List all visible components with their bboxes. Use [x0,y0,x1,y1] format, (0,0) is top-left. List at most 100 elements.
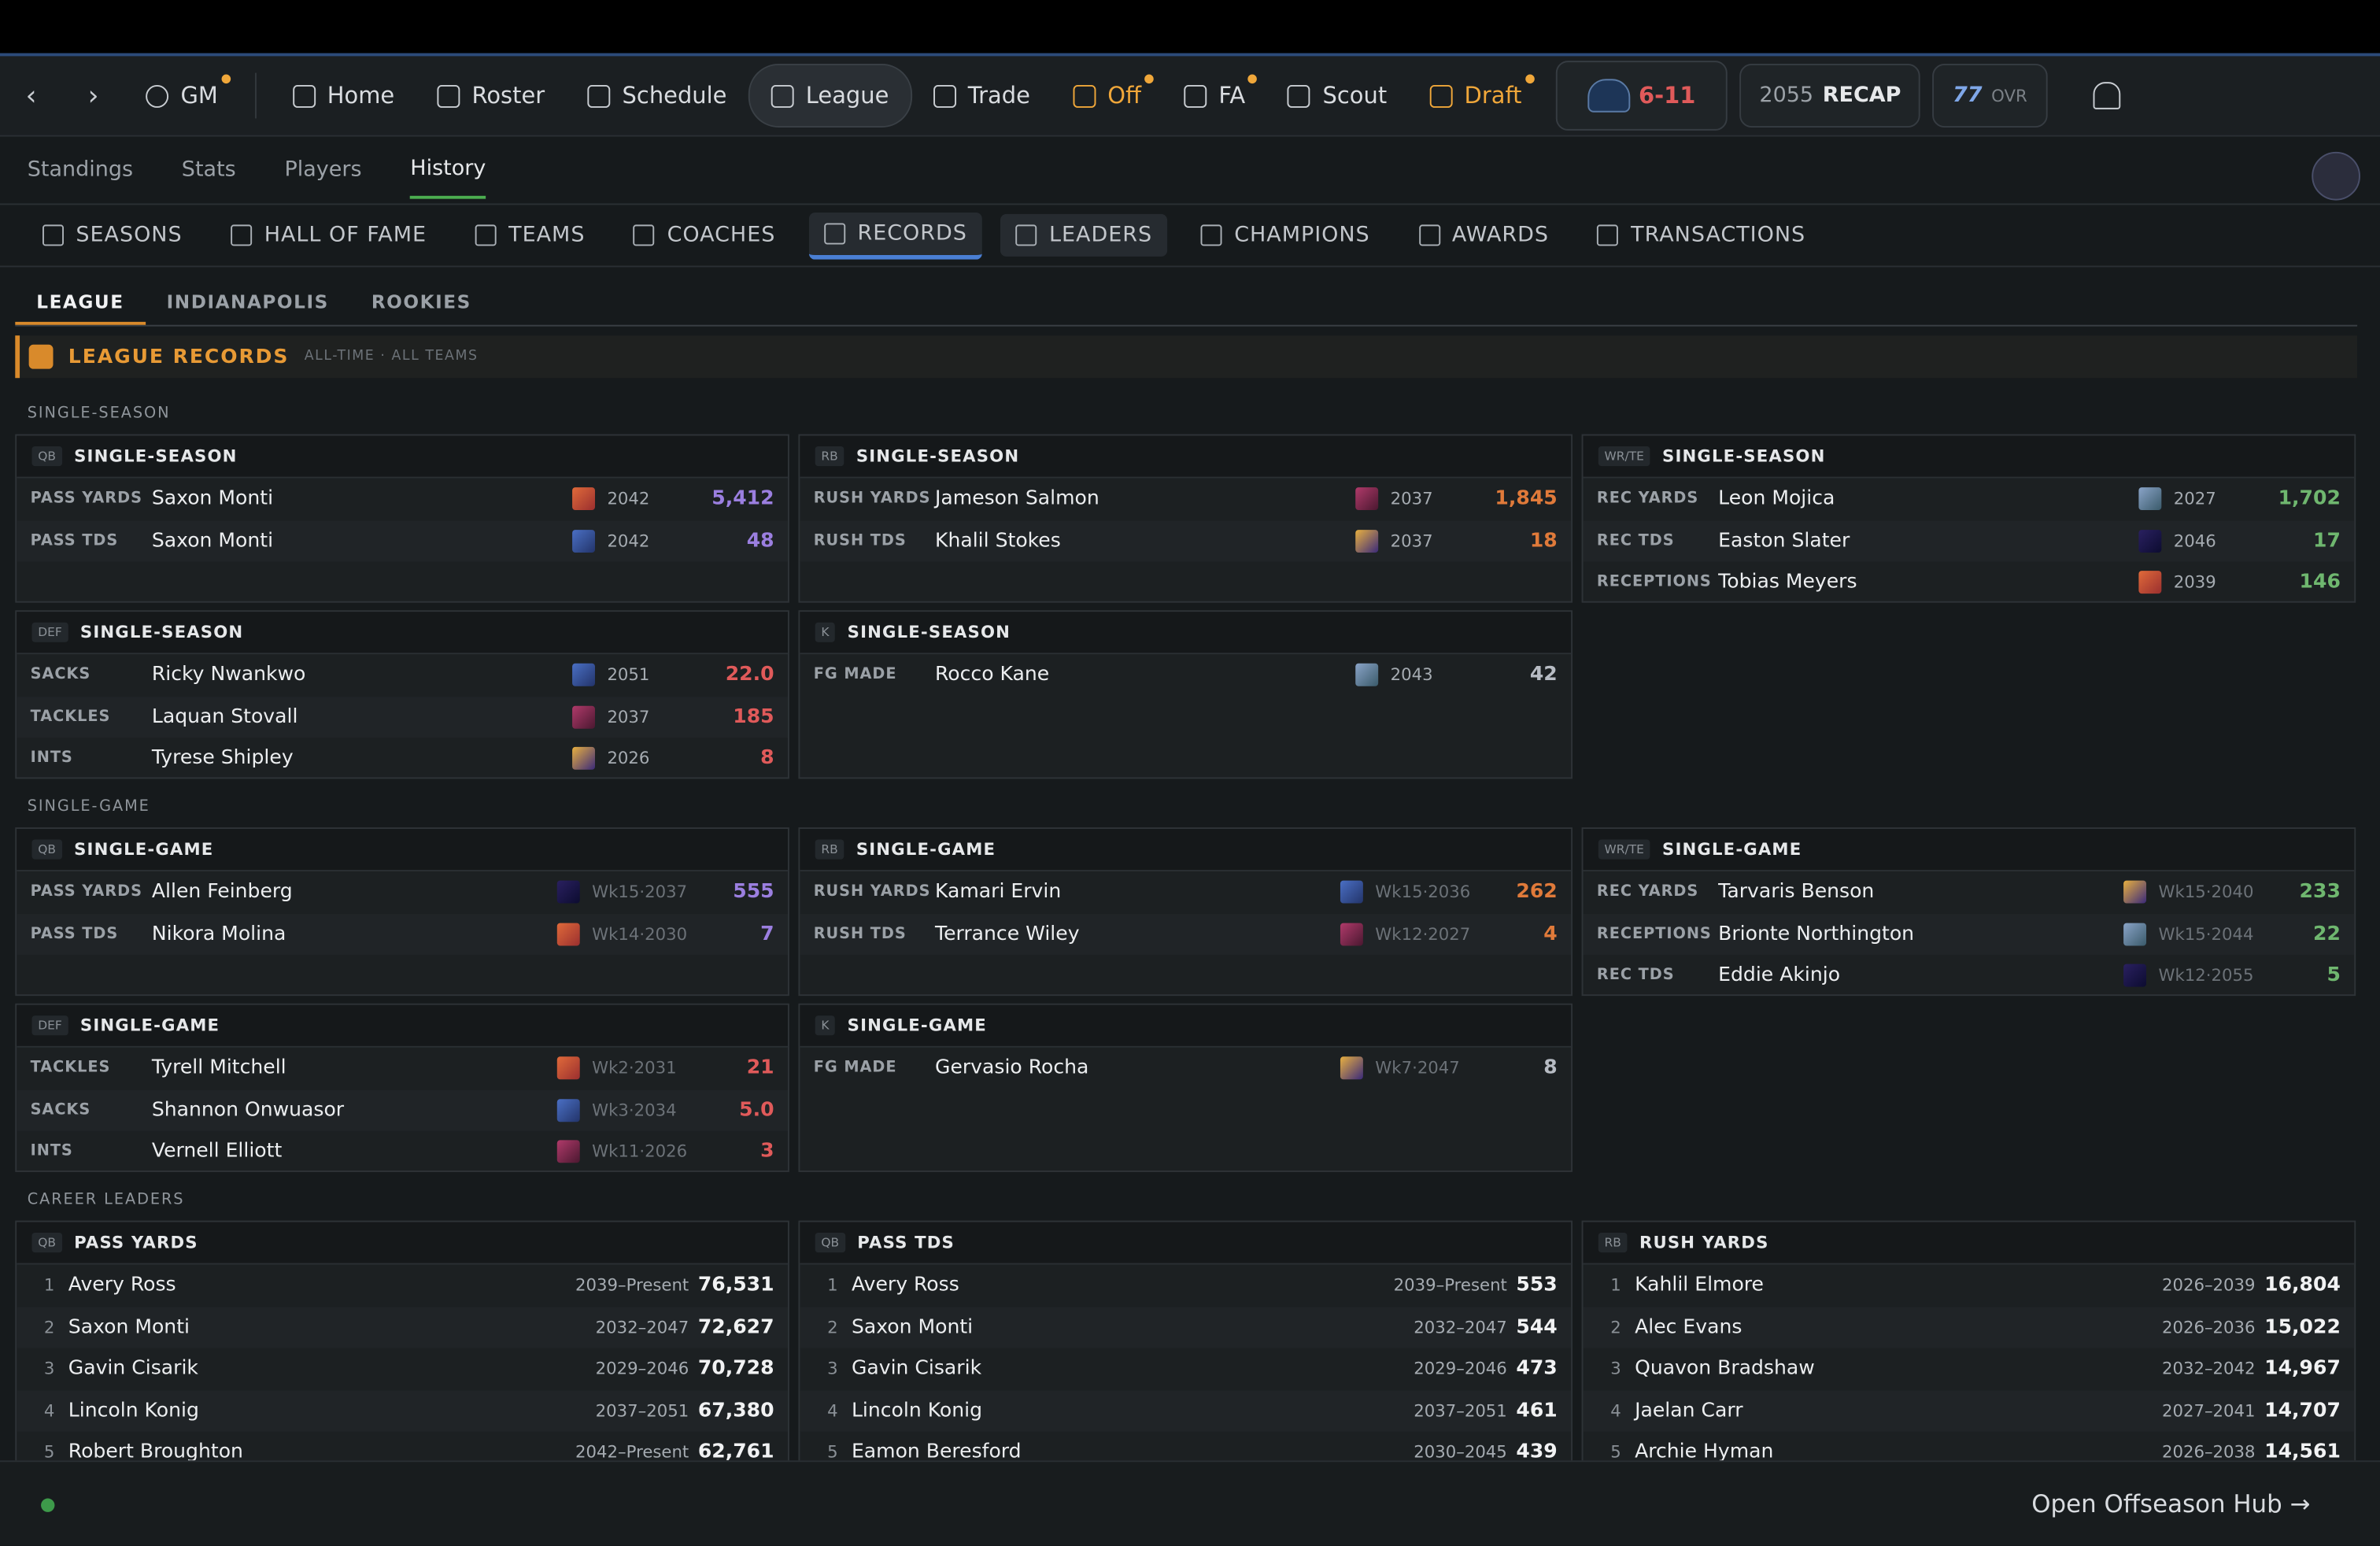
record-row[interactable]: RECEPTIONS Brionte Northington Wk15·2044 22 [1583,913,2355,956]
rank: 1 [43,1275,55,1296]
card-header: WR/TE SINGLE-SEASON [1583,435,2355,479]
nav-item[interactable]: Off [1051,65,1162,126]
record-row[interactable]: RUSH TDS Terrance Wiley Wk12·2027 4 [800,913,1572,956]
history-tab[interactable]: AWARDS [1403,214,1564,257]
history-tab[interactable]: LEADERS [1000,213,1168,257]
leader-row[interactable]: 2 Alec Evans 2026–2036 15,022 [1583,1306,2355,1348]
leader-row[interactable]: 4 Lincoln Konig 2037–2051 67,380 [17,1389,788,1432]
leader-row[interactable]: 5 Robert Broughton 2042–Present 62,761 [17,1432,788,1461]
leader-row[interactable]: 5 Eamon Beresford 2030–2045 439 [800,1432,1571,1461]
card-header: DEF SINGLE-SEASON [17,612,788,655]
scope-tab[interactable]: INDIANAPOLIS [166,291,329,313]
nav-item[interactable]: FA [1162,65,1266,126]
value: 67,380 [697,1399,774,1422]
nav-item[interactable]: Schedule [566,65,748,126]
leader-row[interactable]: 1 Avery Ross 2039–Present 553 [800,1265,1571,1307]
sub-tab[interactable]: Stats [181,157,236,183]
stat: RECEPTIONS [1596,925,1712,943]
player: Easton Slater [1718,529,1850,553]
nav-item[interactable]: League [748,64,912,128]
team-record[interactable]: 6-11 [1554,61,1728,131]
history-tab[interactable]: TRANSACTIONS [1582,214,1820,257]
record-row[interactable]: SACKS Ricky Nwankwo 2051 22.0 [17,654,788,696]
leader-row[interactable]: 3 Quavon Bradshaw 2032–2042 14,967 [1584,1348,2355,1390]
nav-item[interactable]: Draft [1408,65,1543,126]
value: 17 [2313,529,2341,553]
year: Wk11·2026 [592,1141,688,1162]
record-row[interactable]: FG MADE Rocco Kane 2043 42 [800,654,1571,696]
history-tab[interactable]: CHAMPIONS [1186,214,1385,257]
leader-row[interactable]: 3 Gavin Cisarik 2029–2046 70,728 [17,1348,788,1390]
span: 2027–2041 [2161,1400,2256,1421]
history-tab[interactable]: COACHES [619,214,791,257]
notifications[interactable] [2092,82,2120,109]
record-row[interactable]: INTS Tyrese Shipley 2026 8 [17,738,788,779]
back[interactable]: ‹ [25,80,37,112]
leader-row[interactable]: 4 Jaelan Carr 2027–2041 14,707 [1583,1389,2355,1432]
record-row[interactable]: REC TDS Easton Slater 2046 17 [1583,520,2355,562]
value: 3 [760,1140,774,1163]
card-title: SINGLE-GAME [856,839,996,860]
leader-row[interactable]: 5 Archie Hyman 2026–2038 14,561 [1584,1432,2355,1461]
leader-row[interactable]: 4 Lincoln Konig 2037–2051 461 [800,1389,1572,1432]
team-logo [2123,923,2147,946]
nav-item[interactable]: Home [271,65,416,126]
record-row[interactable]: TACKLES Laquan Stovall 2037 185 [17,696,788,738]
value: 62,761 [697,1441,774,1461]
record-row[interactable]: PASS TDS Nikora Molina Wk14·2030 7 [17,913,788,956]
history-tab[interactable]: RECORDS [808,212,983,259]
history-tab[interactable]: HALL OF FAME [216,214,442,257]
sub-tab[interactable]: Players [284,157,362,183]
stat: TACKLES [30,708,111,726]
label: Off [1107,82,1142,109]
label: COACHES [667,223,776,248]
visibility-toggle[interactable] [2312,151,2360,201]
record-row[interactable]: PASS TDS Saxon Monti 2042 48 [17,520,788,562]
leader-row[interactable]: 2 Saxon Monti 2032–2047 544 [800,1306,1572,1348]
record-row[interactable]: SACKS Shannon Onwuasor Wk3·2034 5.0 [17,1089,788,1131]
scope-tab[interactable]: ROOKIES [371,291,471,313]
forward[interactable]: › [87,80,99,112]
value: 555 [733,881,774,904]
subtitle: ALL-TIME · ALL TEAMS [304,349,479,364]
position: RB [815,839,844,860]
record-row[interactable]: RUSH TDS Khalil Stokes 2037 18 [800,520,1572,562]
value: 146 [2299,571,2341,594]
recap-button[interactable]: 2055 RECAP [1739,64,1921,128]
year: 2027 [2173,489,2216,509]
history-tab[interactable]: TEAMS [460,214,600,257]
label: TEAMS [508,223,586,248]
player: Laquan Stovall [151,705,298,729]
leader-row[interactable]: 1 Avery Ross 2039–Present 76,531 [17,1265,788,1307]
record-row[interactable]: REC TDS Eddie Akinjo Wk12·2055 5 [1584,955,2355,997]
team-logo [1355,664,1379,687]
stat: PASS YARDS [30,883,142,901]
record-row[interactable]: REC YARDS Leon Mojica 2027 1,702 [1584,479,2355,520]
sub-tab[interactable]: History [410,141,486,199]
leader-row[interactable]: 1 Kahlil Elmore 2026–2039 16,804 [1584,1265,2355,1307]
record-row[interactable]: RECEPTIONS Tobias Meyers 2039 146 [1584,562,2355,604]
record-row[interactable]: INTS Vernell Elliott Wk11·2026 3 [17,1131,788,1173]
record-row[interactable]: TACKLES Tyrell Mitchell Wk2·2031 21 [17,1048,788,1089]
nav-item[interactable]: Trade [911,65,1051,126]
leader-row[interactable]: 2 Saxon Monti 2032–2047 72,627 [17,1306,788,1348]
ovr-badge[interactable]: 77 OVR [1932,64,2047,128]
record-row[interactable]: RUSH YARDS Kamari Ervin Wk15·2036 262 [800,871,1571,913]
nav-item[interactable]: Roster [416,65,566,126]
history-tab[interactable]: SEASONS [28,214,198,257]
sub-tab[interactable]: Standings [27,157,134,183]
leader-row[interactable]: 3 Gavin Cisarik 2029–2046 473 [800,1348,1571,1390]
offseason-hub-link[interactable]: Open Offseason Hub → [2031,1489,2311,1518]
nav-gm[interactable]: GM [124,65,239,126]
year: Wk15·2037 [592,882,688,903]
scope-tab[interactable]: LEAGUE [15,283,146,325]
position: K [815,622,836,642]
record-row[interactable]: REC YARDS Tarvaris Benson Wk15·2040 233 [1584,871,2355,913]
record-row[interactable]: PASS YARDS Allen Feinberg Wk15·2037 555 [17,871,788,913]
card-header: QB SINGLE-SEASON [17,435,788,479]
span: 2026–2039 [2161,1275,2256,1296]
record-row[interactable]: PASS YARDS Saxon Monti 2042 5,412 [17,479,788,520]
record-row[interactable]: RUSH YARDS Jameson Salmon 2037 1,845 [800,479,1571,520]
record-row[interactable]: FG MADE Gervasio Rocha Wk7·2047 8 [800,1048,1571,1089]
nav-item[interactable]: Scout [1266,65,1408,126]
